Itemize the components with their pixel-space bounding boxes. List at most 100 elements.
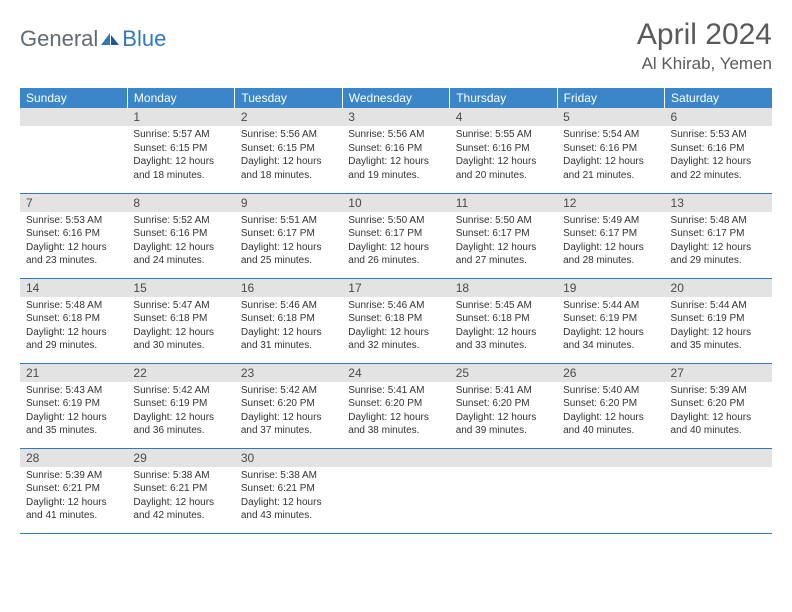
day-detail-line: Daylight: 12 hours bbox=[671, 326, 766, 340]
day-number: 15 bbox=[127, 279, 234, 297]
day-detail-line: and 29 minutes. bbox=[26, 339, 121, 353]
day-detail-line: Sunrise: 5:54 AM bbox=[563, 128, 658, 142]
day-details: Sunrise: 5:43 AMSunset: 6:19 PMDaylight:… bbox=[20, 382, 127, 442]
page-header: General Blue April 2024 Al Khirab, Yemen bbox=[20, 18, 772, 74]
day-detail-line: Sunset: 6:20 PM bbox=[241, 397, 336, 411]
day-detail-line: and 24 minutes. bbox=[133, 254, 228, 268]
day-details: Sunrise: 5:48 AMSunset: 6:18 PMDaylight:… bbox=[20, 297, 127, 357]
day-detail-line: Sunrise: 5:50 AM bbox=[456, 214, 551, 228]
day-detail-line: Sunrise: 5:52 AM bbox=[133, 214, 228, 228]
calendar-day-cell: 10Sunrise: 5:50 AMSunset: 6:17 PMDayligh… bbox=[342, 193, 449, 278]
day-number: 6 bbox=[665, 108, 772, 126]
day-detail-line: and 31 minutes. bbox=[241, 339, 336, 353]
calendar-day-cell bbox=[665, 448, 772, 533]
calendar-day-cell: 14Sunrise: 5:48 AMSunset: 6:18 PMDayligh… bbox=[20, 278, 127, 363]
day-details bbox=[342, 467, 449, 525]
day-detail-line: Sunset: 6:17 PM bbox=[348, 227, 443, 241]
day-detail-line: Sunset: 6:18 PM bbox=[456, 312, 551, 326]
calendar-week-row: 21Sunrise: 5:43 AMSunset: 6:19 PMDayligh… bbox=[20, 363, 772, 448]
day-detail-line: Sunrise: 5:39 AM bbox=[671, 384, 766, 398]
day-detail-line: Daylight: 12 hours bbox=[241, 326, 336, 340]
day-detail-line: Sunset: 6:20 PM bbox=[671, 397, 766, 411]
day-number: 10 bbox=[342, 194, 449, 212]
day-detail-line: Sunset: 6:18 PM bbox=[26, 312, 121, 326]
day-number: 8 bbox=[127, 194, 234, 212]
day-detail-line: and 18 minutes. bbox=[241, 169, 336, 183]
day-detail-line: Daylight: 12 hours bbox=[241, 155, 336, 169]
day-details: Sunrise: 5:54 AMSunset: 6:16 PMDaylight:… bbox=[557, 126, 664, 186]
day-detail-line: Sunrise: 5:46 AM bbox=[348, 299, 443, 313]
day-detail-line: Sunrise: 5:41 AM bbox=[348, 384, 443, 398]
day-details bbox=[450, 467, 557, 525]
day-details: Sunrise: 5:46 AMSunset: 6:18 PMDaylight:… bbox=[342, 297, 449, 357]
day-number: 11 bbox=[450, 194, 557, 212]
day-details: Sunrise: 5:57 AMSunset: 6:15 PMDaylight:… bbox=[127, 126, 234, 186]
day-detail-line: Daylight: 12 hours bbox=[456, 411, 551, 425]
calendar-day-cell bbox=[450, 448, 557, 533]
day-number: 12 bbox=[557, 194, 664, 212]
weekday-header: Friday bbox=[557, 88, 664, 108]
day-number: 27 bbox=[665, 364, 772, 382]
calendar-day-cell: 1Sunrise: 5:57 AMSunset: 6:15 PMDaylight… bbox=[127, 108, 234, 193]
day-detail-line: Sunset: 6:21 PM bbox=[241, 482, 336, 496]
day-detail-line: Daylight: 12 hours bbox=[563, 411, 658, 425]
day-detail-line: Daylight: 12 hours bbox=[456, 326, 551, 340]
day-detail-line: Sunset: 6:17 PM bbox=[456, 227, 551, 241]
calendar-week-row: 1Sunrise: 5:57 AMSunset: 6:15 PMDaylight… bbox=[20, 108, 772, 193]
day-details: Sunrise: 5:38 AMSunset: 6:21 PMDaylight:… bbox=[127, 467, 234, 527]
day-details: Sunrise: 5:41 AMSunset: 6:20 PMDaylight:… bbox=[342, 382, 449, 442]
day-detail-line: Sunrise: 5:56 AM bbox=[348, 128, 443, 142]
day-detail-line: Sunrise: 5:47 AM bbox=[133, 299, 228, 313]
day-details: Sunrise: 5:40 AMSunset: 6:20 PMDaylight:… bbox=[557, 382, 664, 442]
day-detail-line: and 37 minutes. bbox=[241, 424, 336, 438]
calendar-day-cell: 4Sunrise: 5:55 AMSunset: 6:16 PMDaylight… bbox=[450, 108, 557, 193]
calendar-day-cell: 30Sunrise: 5:38 AMSunset: 6:21 PMDayligh… bbox=[235, 448, 342, 533]
day-detail-line: and 40 minutes. bbox=[563, 424, 658, 438]
day-detail-line: Sunset: 6:20 PM bbox=[348, 397, 443, 411]
day-number: 19 bbox=[557, 279, 664, 297]
day-detail-line: Daylight: 12 hours bbox=[133, 326, 228, 340]
day-detail-line: Sunrise: 5:53 AM bbox=[26, 214, 121, 228]
day-detail-line: and 36 minutes. bbox=[133, 424, 228, 438]
calendar-day-cell: 25Sunrise: 5:41 AMSunset: 6:20 PMDayligh… bbox=[450, 363, 557, 448]
calendar-day-cell: 5Sunrise: 5:54 AMSunset: 6:16 PMDaylight… bbox=[557, 108, 664, 193]
day-detail-line: Sunset: 6:19 PM bbox=[133, 397, 228, 411]
day-detail-line: Daylight: 12 hours bbox=[671, 411, 766, 425]
day-details: Sunrise: 5:53 AMSunset: 6:16 PMDaylight:… bbox=[665, 126, 772, 186]
weekday-header-row: Sunday Monday Tuesday Wednesday Thursday… bbox=[20, 88, 772, 108]
day-detail-line: Sunrise: 5:48 AM bbox=[26, 299, 121, 313]
logo-text-general: General bbox=[20, 26, 98, 52]
day-details: Sunrise: 5:51 AMSunset: 6:17 PMDaylight:… bbox=[235, 212, 342, 272]
day-details: Sunrise: 5:52 AMSunset: 6:16 PMDaylight:… bbox=[127, 212, 234, 272]
calendar-day-cell: 26Sunrise: 5:40 AMSunset: 6:20 PMDayligh… bbox=[557, 363, 664, 448]
day-number: 20 bbox=[665, 279, 772, 297]
day-detail-line: Daylight: 12 hours bbox=[671, 155, 766, 169]
day-detail-line: Daylight: 12 hours bbox=[133, 155, 228, 169]
day-detail-line: and 39 minutes. bbox=[456, 424, 551, 438]
calendar-week-row: 7Sunrise: 5:53 AMSunset: 6:16 PMDaylight… bbox=[20, 193, 772, 278]
day-detail-line: and 18 minutes. bbox=[133, 169, 228, 183]
calendar-day-cell: 22Sunrise: 5:42 AMSunset: 6:19 PMDayligh… bbox=[127, 363, 234, 448]
day-detail-line: and 27 minutes. bbox=[456, 254, 551, 268]
day-detail-line: and 41 minutes. bbox=[26, 509, 121, 523]
weekday-header: Monday bbox=[127, 88, 234, 108]
calendar-day-cell: 23Sunrise: 5:42 AMSunset: 6:20 PMDayligh… bbox=[235, 363, 342, 448]
day-number: 2 bbox=[235, 108, 342, 126]
day-details: Sunrise: 5:55 AMSunset: 6:16 PMDaylight:… bbox=[450, 126, 557, 186]
day-number: 26 bbox=[557, 364, 664, 382]
day-detail-line: Sunrise: 5:48 AM bbox=[671, 214, 766, 228]
day-details bbox=[557, 467, 664, 525]
day-detail-line: Sunrise: 5:44 AM bbox=[563, 299, 658, 313]
day-detail-line: Daylight: 12 hours bbox=[348, 155, 443, 169]
weekday-header: Saturday bbox=[665, 88, 772, 108]
day-detail-line: Sunrise: 5:44 AM bbox=[671, 299, 766, 313]
day-number: 4 bbox=[450, 108, 557, 126]
day-number: 18 bbox=[450, 279, 557, 297]
day-details: Sunrise: 5:39 AMSunset: 6:21 PMDaylight:… bbox=[20, 467, 127, 527]
day-detail-line: Daylight: 12 hours bbox=[563, 155, 658, 169]
calendar-day-cell: 9Sunrise: 5:51 AMSunset: 6:17 PMDaylight… bbox=[235, 193, 342, 278]
day-detail-line: Sunrise: 5:46 AM bbox=[241, 299, 336, 313]
calendar-day-cell: 6Sunrise: 5:53 AMSunset: 6:16 PMDaylight… bbox=[665, 108, 772, 193]
day-detail-line: and 29 minutes. bbox=[671, 254, 766, 268]
day-detail-line: Sunset: 6:16 PM bbox=[456, 142, 551, 156]
